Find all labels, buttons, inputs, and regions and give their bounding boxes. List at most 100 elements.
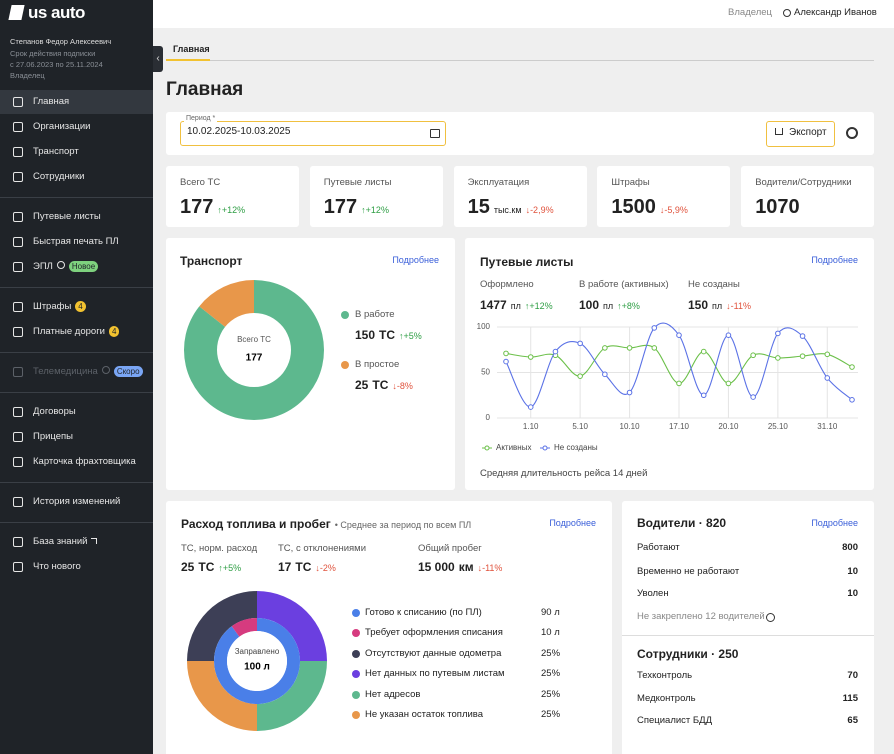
- menu-item[interactable]: История изменений: [33, 494, 120, 510]
- line-point: [503, 350, 509, 357]
- change: ↑+8%: [617, 301, 640, 311]
- legend-value: 150: [355, 328, 376, 342]
- menu-item[interactable]: Главная: [33, 94, 69, 110]
- metric-value: 17: [278, 560, 292, 574]
- change: ↑+12%: [524, 301, 553, 311]
- menu-item[interactable]: Организации: [33, 119, 90, 135]
- stat-value-row: 15 тыс.км ↓-2,9%: [467, 196, 554, 218]
- line-point: [824, 375, 831, 381]
- line-point: [799, 353, 806, 359]
- metric-unit: км: [458, 560, 474, 574]
- separator: [0, 352, 153, 353]
- legend-value-row: 25 ТС ↓-8%: [355, 377, 413, 394]
- legend-label: Требует оформления списания: [365, 627, 503, 639]
- menu-label: Договоры: [33, 406, 76, 417]
- card-subtitle: • Среднее за период по всем ПЛ: [334, 520, 472, 530]
- user-info: Владелец: [10, 71, 45, 80]
- menu-icon: [13, 302, 23, 312]
- line-point: [725, 332, 732, 338]
- badge: Скоро: [113, 366, 143, 377]
- change: ↓-2,9%: [525, 205, 554, 215]
- more-link: Подробнее: [549, 518, 596, 528]
- legend-label: В простое: [355, 359, 400, 370]
- stat-label: Путевые листы: [323, 177, 392, 188]
- metric-value: 25: [181, 560, 195, 574]
- metric-label: Оформлено: [480, 279, 534, 290]
- row-label: Специалист БДД: [637, 715, 713, 726]
- legend-value: 25%: [541, 709, 561, 720]
- x-tick-label: 10.10: [620, 422, 641, 431]
- x-tick-label: 17.10: [669, 422, 690, 431]
- line-point: [552, 348, 559, 355]
- menu-item[interactable]: Платные дороги 4: [33, 324, 120, 340]
- metric-row: 1477 пл ↑+12%: [480, 297, 553, 314]
- line-point: [849, 397, 855, 403]
- metric-label: ТС, с отклонениями: [278, 543, 367, 554]
- menu-item[interactable]: Сотрудники: [33, 169, 84, 185]
- line-point: [750, 394, 756, 400]
- menu-item[interactable]: Договоры: [33, 404, 76, 420]
- metric-value: 15 000: [418, 560, 455, 574]
- menu-icon: [13, 97, 23, 107]
- menu-item[interactable]: Что нового: [33, 559, 81, 575]
- legend-value: 10 л: [541, 627, 560, 639]
- stat-value: 15: [467, 196, 490, 218]
- user-name: Степанов Федор Алексеевич: [10, 37, 112, 46]
- center-total: 177: [246, 353, 263, 364]
- row-value: 10: [847, 588, 858, 599]
- metric-value: 100: [579, 298, 600, 312]
- menu-icon: [13, 407, 23, 417]
- legend-swatch: [341, 311, 349, 319]
- export-button[interactable]: [766, 121, 835, 147]
- collapse-button[interactable]: ‹: [153, 46, 163, 72]
- menu-item[interactable]: Транспорт: [33, 144, 79, 160]
- card-title: Расход топлива и пробег: [181, 517, 331, 531]
- metric-row: 25 ТС ↑+5%: [181, 559, 241, 576]
- tab-underline: [166, 59, 210, 61]
- metric-row: 17 ТС ↓-2%: [278, 559, 336, 576]
- settings-icon[interactable]: [846, 127, 858, 139]
- menu-label: Транспорт: [33, 146, 79, 157]
- menu-item[interactable]: ЭПЛ Новое: [33, 259, 99, 275]
- footer-note: Средняя длительность рейса 14 дней: [480, 468, 648, 479]
- line-point: [799, 333, 806, 339]
- metric-unit: пл: [712, 301, 723, 311]
- fuel-title-row: Расход топлива и пробег • Среднее за пери…: [181, 516, 471, 533]
- legend-swatch: [352, 649, 360, 658]
- metric-label: Общий пробег: [418, 543, 482, 554]
- menu-item[interactable]: Телемедицина Скоро: [33, 364, 143, 380]
- line-point: [700, 392, 707, 399]
- stat-value: 1070: [755, 196, 800, 218]
- menu-label: Прицепы: [33, 431, 74, 442]
- note: Не закреплено 12 водителей: [637, 611, 765, 622]
- menu-item[interactable]: База знаний: [33, 534, 98, 550]
- menu-label: Путевые листы: [33, 211, 101, 222]
- menu-label: Платные дороги: [33, 326, 105, 337]
- pie-center: [227, 631, 287, 691]
- user-info: Срок действия подписки: [10, 49, 96, 58]
- badge: 4: [75, 301, 86, 312]
- line-point: [527, 354, 534, 360]
- line-point: [602, 345, 608, 351]
- badge: Новое: [68, 261, 99, 272]
- pie-slice: [213, 618, 300, 704]
- legend-label: Активных: [496, 443, 531, 452]
- metric-label: Не созданы: [688, 279, 740, 290]
- row-label: Временно не работают: [637, 566, 740, 577]
- menu-icon: [13, 212, 23, 222]
- menu-item[interactable]: Карточка фрахтовщика: [33, 454, 136, 470]
- stat-card: [597, 166, 731, 227]
- row-label: Техконтроль: [637, 670, 693, 681]
- menu-item[interactable]: Путевые листы: [33, 209, 101, 225]
- change: ↑+12%: [217, 205, 246, 215]
- legend-value: 25%: [541, 647, 561, 659]
- menu-icon: [13, 147, 23, 157]
- line-point: [676, 332, 682, 338]
- menu-item[interactable]: Быстрая печать ПЛ: [33, 234, 119, 250]
- line-point: [775, 355, 781, 361]
- menu-item[interactable]: Штрафы 4: [33, 299, 86, 315]
- stat-value-row: 177 ↑+12%: [324, 197, 389, 218]
- menu-item[interactable]: Прицепы: [33, 429, 73, 445]
- period-input[interactable]: [180, 121, 446, 146]
